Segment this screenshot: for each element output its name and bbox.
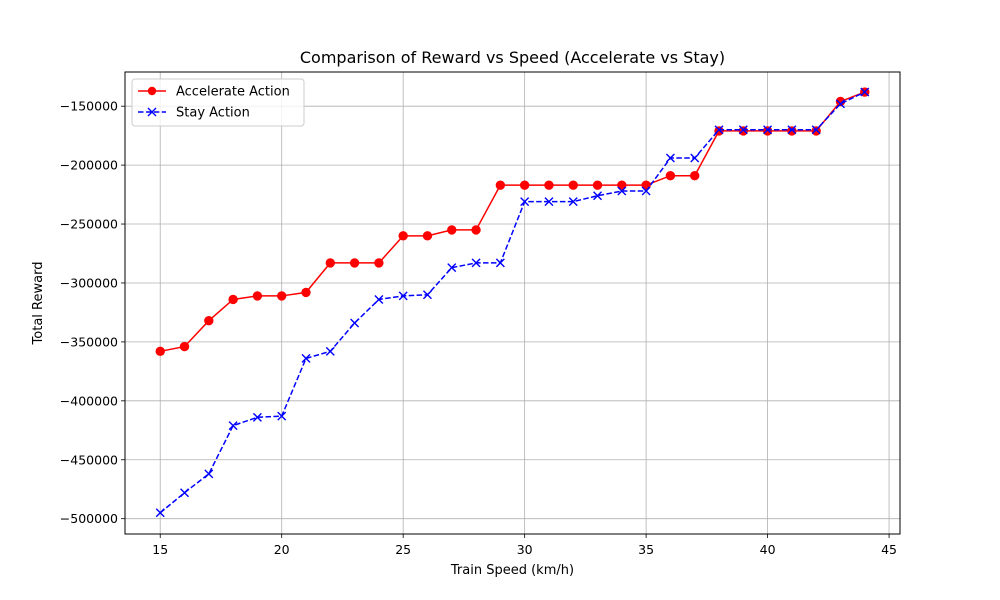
legend-marker-accelerate bbox=[147, 86, 157, 96]
series-stay bbox=[155, 87, 870, 518]
data-point bbox=[471, 258, 481, 268]
grid bbox=[125, 72, 900, 534]
data-point bbox=[398, 291, 408, 301]
data-point bbox=[277, 411, 287, 421]
data-point bbox=[422, 290, 432, 300]
series-layer bbox=[155, 87, 870, 518]
data-point bbox=[762, 126, 773, 136]
data-point bbox=[544, 197, 554, 207]
data-point bbox=[763, 125, 773, 135]
legend: Accelerate Action Stay Action bbox=[131, 78, 305, 127]
data-point bbox=[325, 258, 335, 268]
y-tick-label: −250000 bbox=[60, 217, 118, 232]
x-tick-label: 35 bbox=[638, 542, 654, 557]
data-point bbox=[617, 186, 627, 196]
data-point bbox=[860, 87, 870, 97]
data-point bbox=[155, 346, 165, 357]
data-point bbox=[471, 225, 481, 235]
x-axis-label: Train Speed (km/h) bbox=[450, 563, 574, 578]
y-tick-label: −150000 bbox=[60, 99, 118, 114]
data-point bbox=[374, 294, 384, 304]
data-point bbox=[690, 171, 700, 181]
data-point bbox=[690, 153, 700, 163]
data-point bbox=[228, 421, 238, 431]
data-point bbox=[349, 258, 360, 268]
data-point bbox=[787, 125, 797, 135]
data-point bbox=[398, 231, 408, 241]
x-tick-label: 40 bbox=[760, 542, 776, 557]
data-point bbox=[665, 153, 675, 163]
legend-x-marker bbox=[147, 107, 157, 117]
data-point bbox=[180, 488, 190, 498]
data-point bbox=[179, 341, 190, 352]
data-point bbox=[714, 125, 724, 135]
data-point bbox=[520, 197, 530, 207]
data-point bbox=[811, 125, 821, 135]
series-accelerate bbox=[155, 87, 870, 357]
data-point bbox=[617, 180, 627, 190]
data-point bbox=[738, 125, 748, 135]
data-point bbox=[495, 258, 505, 268]
data-point bbox=[350, 318, 360, 328]
data-point bbox=[204, 469, 214, 479]
data-point bbox=[544, 180, 554, 190]
y-tick-label: −500000 bbox=[60, 511, 118, 526]
data-point bbox=[665, 171, 676, 181]
series-line bbox=[160, 91, 866, 353]
x-tick-label: 30 bbox=[517, 542, 533, 557]
x-tick-label: 45 bbox=[881, 542, 897, 557]
data-point bbox=[835, 99, 845, 109]
y-tick-label: −300000 bbox=[60, 275, 118, 290]
data-point bbox=[422, 231, 433, 241]
legend-label-accelerate: Accelerate Action bbox=[176, 85, 290, 100]
data-point bbox=[252, 291, 263, 301]
data-point bbox=[204, 315, 214, 326]
chart-title: Comparison of Reward vs Speed (Accelerat… bbox=[300, 48, 725, 67]
x-tick-label: 15 bbox=[152, 542, 168, 557]
y-tick-label: −400000 bbox=[60, 393, 118, 408]
data-point bbox=[228, 294, 238, 305]
data-point bbox=[787, 126, 797, 136]
data-point bbox=[155, 508, 165, 518]
data-point bbox=[641, 186, 651, 196]
legend-marker-stay bbox=[147, 107, 157, 117]
data-point bbox=[374, 258, 384, 268]
y-tick-label: −450000 bbox=[60, 452, 118, 467]
y-tick-label: −350000 bbox=[60, 334, 118, 349]
data-point bbox=[325, 346, 335, 356]
data-point bbox=[447, 225, 457, 235]
data-point bbox=[447, 263, 457, 273]
data-point bbox=[495, 180, 506, 190]
data-point bbox=[519, 180, 530, 190]
plot-frame bbox=[124, 71, 901, 535]
data-point bbox=[301, 353, 311, 363]
data-point bbox=[593, 191, 603, 201]
legend-box bbox=[131, 78, 305, 127]
legend-label-stay: Stay Action bbox=[176, 106, 250, 121]
series-line bbox=[159, 91, 866, 514]
ticks: 15 20 25 30 35 40 45 −500000 −450000 −400000 −3500… bbox=[60, 99, 897, 557]
data-point bbox=[568, 180, 578, 190]
data-point bbox=[811, 126, 821, 136]
data-point bbox=[738, 126, 748, 136]
x-tick-label: 20 bbox=[274, 542, 290, 557]
y-axis-label: Total Reward bbox=[31, 262, 46, 346]
data-point bbox=[277, 291, 287, 301]
y-tick-label: −200000 bbox=[60, 158, 118, 173]
data-point bbox=[301, 287, 311, 298]
data-point bbox=[252, 412, 262, 422]
data-point bbox=[592, 180, 603, 190]
data-point bbox=[568, 197, 578, 207]
x-tick-label: 25 bbox=[395, 542, 411, 557]
